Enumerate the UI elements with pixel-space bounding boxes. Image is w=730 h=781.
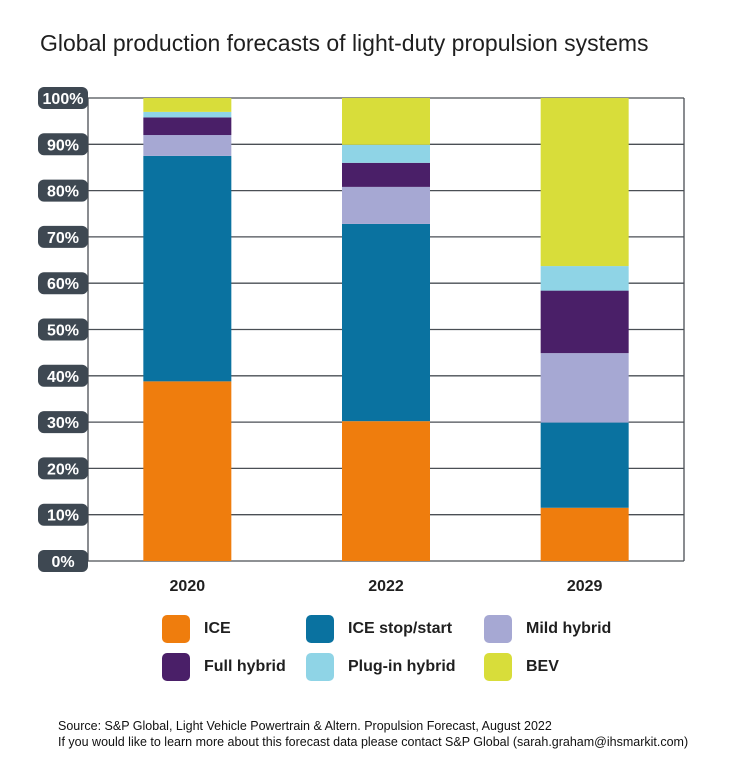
y-tick-badge [38,87,88,109]
bar-segment-full-hybrid [342,162,430,187]
bars [143,98,629,561]
y-tick-label: 0% [51,554,74,571]
source-note: Source: S&P Global, Light Vehicle Powert… [58,718,688,750]
y-tick-badge [38,179,88,202]
y-tick: 10% [38,503,88,526]
chart-title: Global production forecasts of light-dut… [40,30,649,56]
y-tick: 40% [38,364,88,387]
y-tick-label: 30% [47,415,79,432]
y-tick: 0% [38,550,88,572]
y-tick-label: 80% [47,184,79,201]
x-tick-label: 2029 [567,578,603,595]
y-tick: 20% [38,457,88,480]
y-tick-badge [38,225,88,248]
y-tick: 100% [38,87,88,109]
y-tick-badge [38,503,88,526]
bar-segment-mild-hybrid [342,186,430,224]
bar-segment-plug-in-hybrid [540,266,629,291]
y-tick: 70% [38,225,88,248]
x-axis: 2020 2022 2029 [170,578,603,595]
y-tick-badge [38,318,88,341]
y-tick: 80% [38,179,88,202]
y-tick-badge [38,272,88,295]
bar-segment-full-hybrid [143,117,232,136]
bar-segment-full-hybrid [540,290,629,354]
y-tick-label: 40% [47,369,79,386]
bar-segment-ice-stop-start [342,223,430,422]
bar-segment-bev [342,98,430,145]
y-tick-label: 100% [43,91,84,108]
source-line-2: If you would like to learn more about th… [58,735,689,749]
bar-segment-mild-hybrid [540,353,629,423]
y-tick-badge [38,457,88,480]
bar-segment-ice [540,507,629,561]
bar-segment-plug-in-hybrid [143,111,232,118]
bar-segment-ice [143,381,232,561]
x-tick-label: 2020 [170,578,206,595]
y-tick-badge [38,133,88,156]
y-tick: 60% [38,272,88,295]
bar-segment-plug-in-hybrid [342,144,430,163]
x-tick-label: 2022 [368,578,404,595]
bar-segment-mild-hybrid [143,135,232,156]
bar-segment-ice-stop-start [143,155,232,382]
y-tick-label: 70% [47,230,79,247]
y-tick-badge [38,411,88,434]
source-line-1: Source: S&P Global, Light Vehicle Powert… [58,719,552,733]
y-tick-badge [38,364,88,387]
y-tick: 50% [38,318,88,341]
y-tick-badge [38,550,88,572]
bar-segment-bev [143,98,232,112]
y-tick-label: 60% [47,276,79,293]
y-tick: 30% [38,411,88,434]
y-tick-label: 20% [47,461,79,478]
y-tick-label: 10% [47,508,79,525]
y-tick-label: 50% [47,323,79,340]
y-tick-label: 90% [47,137,79,154]
y-axis: 0% 10% 20% 30% 40% 50% 60% 70% 80% 90% 100% [38,87,88,572]
bar-segment-ice-stop-start [540,422,629,508]
stacked-bar-chart: 0%10%20%30%40%50%60%70%80%90%100% 2020 20… [38,87,685,595]
bar-segment-ice [342,421,430,561]
y-tick: 90% [38,133,88,156]
bar-segment-bev [540,98,629,267]
